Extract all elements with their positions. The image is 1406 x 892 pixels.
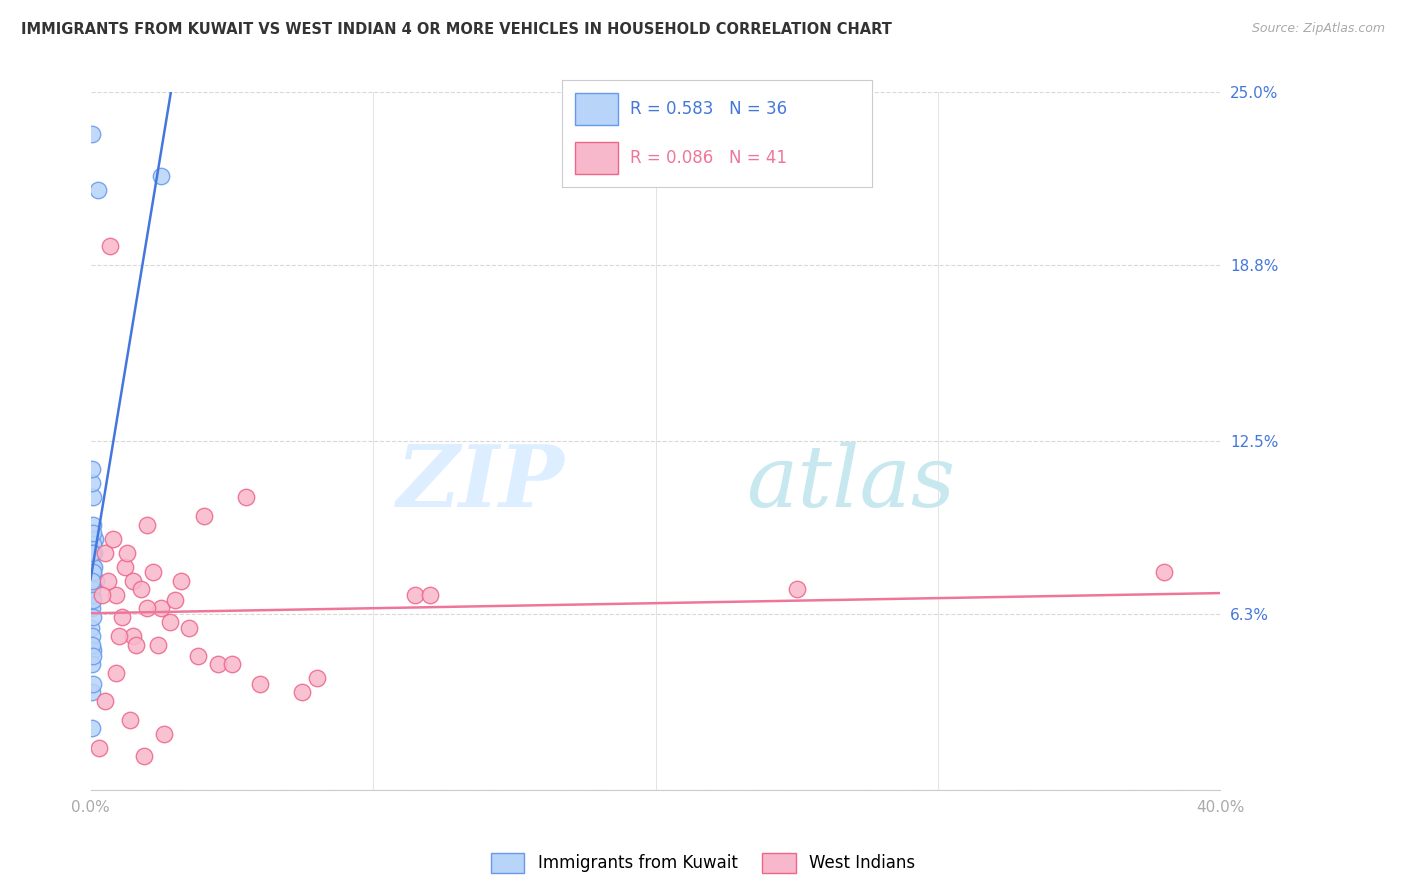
Point [82,648,104,663]
Point [187,648,209,663]
Point [82,722,104,736]
Point [193,509,215,524]
Text: atlas: atlas [747,442,955,524]
Point [142,566,165,580]
Point [80,574,103,588]
FancyBboxPatch shape [575,93,619,125]
Point [148,638,170,652]
Point [153,727,176,741]
Point [82,462,104,476]
Point [136,517,159,532]
Point [159,615,181,630]
Point [82,643,104,657]
Text: Source: ZipAtlas.com: Source: ZipAtlas.com [1251,22,1385,36]
Point [82,588,104,602]
Point [90,588,112,602]
Point [80,546,103,560]
Point [82,526,104,541]
Point [87,741,110,756]
Point [117,546,139,560]
FancyBboxPatch shape [575,143,619,175]
Point [131,582,153,596]
Point [83,559,105,574]
Point [80,657,103,672]
Point [105,665,128,680]
Point [82,566,104,580]
Point [84,574,107,588]
Point [122,574,145,588]
Point [150,601,173,615]
Point [83,546,105,560]
Point [82,566,104,580]
Point [82,582,104,596]
Point [404,588,426,602]
Point [82,574,104,588]
Point [93,693,115,707]
Point [82,537,104,551]
Point [82,490,104,504]
Point [100,239,122,253]
Point [786,582,808,596]
Point [249,677,271,691]
Point [235,490,257,504]
Point [207,657,229,672]
Legend: Immigrants from Kuwait, West Indians: Immigrants from Kuwait, West Indians [484,847,922,880]
Point [80,629,103,643]
Text: IMMIGRANTS FROM KUWAIT VS WEST INDIAN 4 OR MORE VEHICLES IN HOUSEHOLD CORRELATIO: IMMIGRANTS FROM KUWAIT VS WEST INDIAN 4 … [21,22,891,37]
Point [80,638,103,652]
Point [179,621,201,635]
Point [150,169,173,183]
Point [419,588,441,602]
Point [136,601,159,615]
Point [82,546,104,560]
Point [82,677,104,691]
Point [80,475,103,490]
Point [114,559,136,574]
Text: R = 0.086   N = 41: R = 0.086 N = 41 [630,150,787,168]
Point [93,546,115,560]
Point [125,638,148,652]
Point [134,749,156,764]
Point [165,593,187,607]
Point [83,532,105,546]
Point [80,127,103,141]
Point [82,610,104,624]
Point [80,593,103,607]
Point [80,685,103,699]
Point [305,671,328,685]
Point [82,559,104,574]
Text: R = 0.583   N = 36: R = 0.583 N = 36 [630,100,787,118]
Point [82,593,104,607]
Point [97,574,120,588]
Point [108,629,131,643]
Point [86,183,108,197]
Point [82,517,104,532]
Point [291,685,314,699]
Point [82,582,104,596]
Point [1153,566,1175,580]
Point [105,588,128,602]
Point [103,532,125,546]
Point [111,610,134,624]
Point [221,657,243,672]
Point [80,621,103,635]
Text: ZIP: ZIP [398,442,565,524]
Point [170,574,193,588]
Point [122,629,145,643]
Point [120,713,142,727]
Point [80,601,103,615]
